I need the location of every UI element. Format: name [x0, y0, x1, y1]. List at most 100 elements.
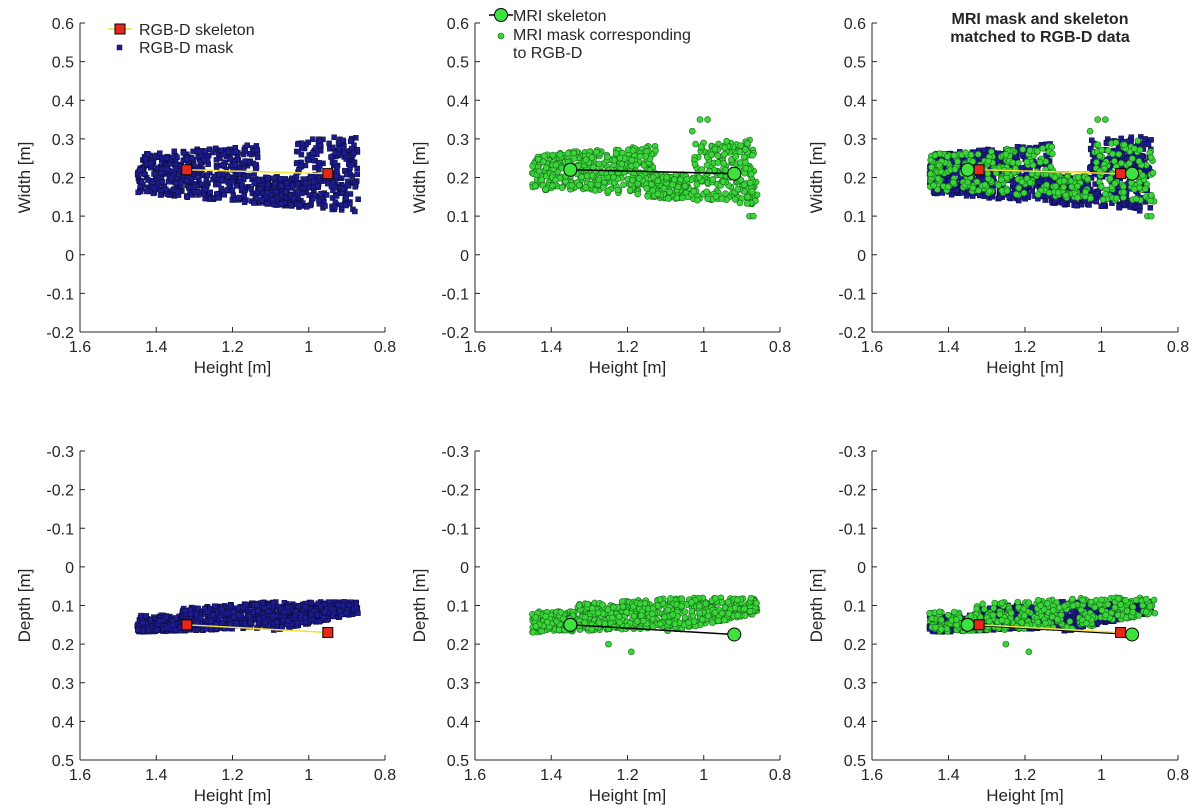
y-tick-label: -0.2 — [441, 325, 469, 342]
y-tick-label: 0 — [857, 248, 866, 265]
mri-mask-point — [934, 186, 941, 193]
mri-mask-point — [556, 151, 564, 158]
mri-mask-point — [534, 155, 542, 163]
mri-mask-point — [616, 154, 624, 162]
rgbd-mask-point — [1073, 202, 1080, 209]
mri-mask-point — [1129, 155, 1136, 162]
y-axis-label: Depth [m] — [410, 569, 429, 643]
mri-skeleton-line — [570, 169, 735, 175]
y-tick-label: 0.3 — [844, 676, 866, 693]
rgbd-skeleton-point — [181, 619, 193, 631]
rgbd-mask-point — [216, 181, 222, 187]
x-tick-label: 0.8 — [769, 339, 791, 356]
rgbd-mask-point — [257, 186, 263, 192]
mri-mask-point — [1086, 127, 1094, 135]
mri-mask-point — [711, 609, 719, 616]
chart-title: MRI mask and skeleton matched to RGB-D da… — [950, 11, 1130, 46]
mri-mask-point — [748, 151, 756, 159]
rgbd-mask-point — [333, 173, 340, 180]
mri-mask-point — [927, 170, 934, 178]
mri-mask-point — [744, 140, 751, 147]
rgbd-mask-point — [981, 147, 987, 154]
x-tick-label: 1.6 — [861, 767, 883, 784]
y-tick-label: 0 — [857, 560, 866, 577]
y-tick-label: 0 — [460, 560, 469, 577]
mri-mask-point — [1062, 191, 1070, 199]
mri-mask-point — [1084, 175, 1092, 183]
mri-mask-point — [1098, 146, 1106, 154]
x-axis-label: Height [m] — [986, 786, 1063, 805]
y-tick-label: -0.3 — [441, 444, 469, 461]
rgbd-mask-point — [141, 170, 147, 177]
mri-mask-point — [714, 152, 722, 159]
rgbd-mask-point — [997, 194, 1003, 200]
mri-mask-point — [748, 188, 756, 195]
mri-mask-point — [720, 160, 727, 167]
y-tick-label: 0.1 — [52, 599, 74, 616]
rgbd-mask-point — [306, 192, 313, 198]
mri-mask-point — [671, 620, 679, 628]
rgbd-mask-point — [203, 626, 209, 632]
x-tick-label: 1.2 — [616, 767, 638, 784]
rgbd-mask-point — [227, 156, 234, 162]
rgbd-mask-point — [265, 181, 271, 188]
rgbd-mask-point — [143, 155, 149, 162]
rgbd-mask-point — [216, 171, 223, 178]
mri-mask-point — [1096, 152, 1104, 160]
mri-mask-point — [618, 160, 626, 168]
x-tick-label: 1.6 — [464, 339, 486, 356]
rgbd-mask-point — [344, 171, 350, 178]
x-tick-label: 1 — [304, 339, 313, 356]
mri-mask-point — [734, 596, 741, 604]
rgbd-mask-point — [195, 189, 202, 195]
rgbd-mask-point — [144, 188, 150, 195]
x-tick-label: 1.2 — [1014, 767, 1036, 784]
mri-mask-point — [944, 183, 952, 191]
y-tick-label: -0.1 — [441, 286, 469, 303]
mri-mask-point — [747, 594, 755, 602]
rgbd-mask-point — [293, 173, 300, 179]
mri-mask-point — [643, 185, 651, 192]
mri-mask-point — [542, 613, 549, 620]
rgbd-mask-point — [210, 149, 216, 156]
legend-swatch-rgbd-skeleton — [114, 23, 126, 35]
mri-mask-point — [742, 164, 750, 172]
rgbd-skeleton-point — [322, 627, 334, 639]
rgbd-mask-point — [156, 618, 163, 624]
rgbd-mask-point — [340, 137, 346, 144]
mri-mask-point — [1020, 189, 1028, 197]
x-tick-label: 0.8 — [1167, 339, 1189, 356]
rgbd-mask-point — [274, 619, 280, 626]
rgbd-mask-point — [229, 187, 236, 194]
mri-mask-point — [665, 195, 672, 202]
mri-mask-point — [538, 176, 545, 184]
rgbd-mask-point — [1087, 165, 1093, 171]
mri-mask-point — [595, 176, 603, 183]
rgbd-mask-point — [202, 148, 208, 154]
y-tick-label: -0.2 — [46, 325, 74, 342]
rgbd-mask-point — [354, 146, 360, 153]
x-tick-label: 1.2 — [221, 339, 243, 356]
y-tick-label: 0.2 — [844, 171, 866, 188]
y-tick-label: 0.1 — [447, 599, 469, 616]
mri-mask-point — [599, 601, 606, 609]
mri-mask-point — [1133, 195, 1140, 203]
rgbd-mask-point — [241, 192, 248, 198]
y-tick-label: 0.1 — [447, 209, 469, 226]
mri-mask-point — [549, 151, 557, 159]
rgbd-mask-point — [226, 182, 232, 189]
rgbd-mask-point — [191, 184, 198, 190]
y-tick-label: -0.2 — [838, 325, 866, 342]
rgbd-mask-point — [259, 599, 266, 606]
legend-swatch-rgbd-mask — [116, 44, 123, 51]
rgbd-mask-point — [158, 170, 165, 177]
mri-mask-point — [1099, 196, 1107, 203]
rgbd-mask-point — [354, 165, 360, 172]
mri-mask-point — [1060, 177, 1068, 185]
y-tick-label: -0.2 — [46, 483, 74, 500]
mri-mask-point — [619, 603, 627, 610]
rgbd-mask-point — [253, 195, 260, 201]
mri-skeleton-point — [563, 162, 578, 177]
mri-mask-point — [708, 151, 715, 159]
